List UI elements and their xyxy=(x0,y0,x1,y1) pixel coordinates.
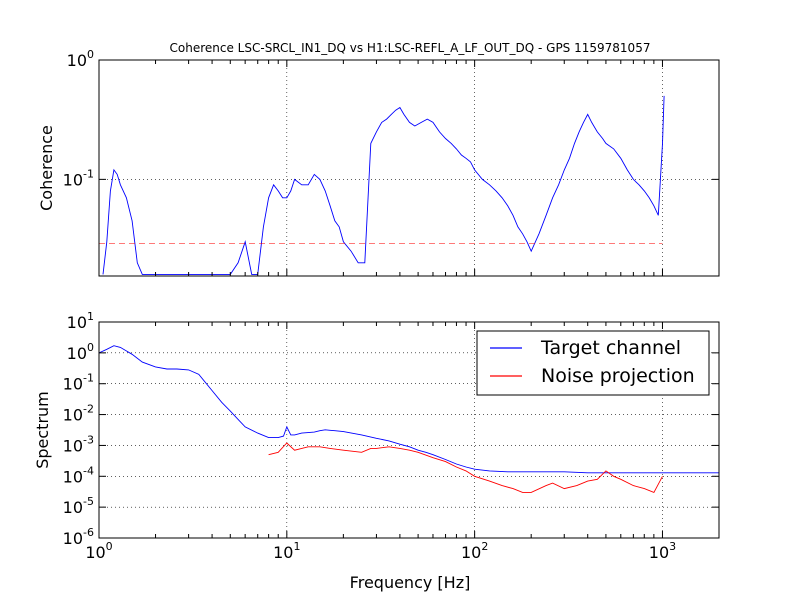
y-tick-label: 10-6 xyxy=(63,526,94,548)
x-axis-label: Frequency [Hz] xyxy=(350,573,471,592)
y-tick-label: 10-4 xyxy=(63,464,94,486)
coherence-plot: Coherence LSC-SRCL_IN1_DQ vs H1:LSC-REFL… xyxy=(37,41,720,277)
y-tick-label: 10-5 xyxy=(63,495,94,517)
x-tick-label: 100 xyxy=(85,540,112,562)
legend-label-target: Target channel xyxy=(540,337,681,359)
series-line-0 xyxy=(102,95,665,275)
series-group xyxy=(102,95,665,275)
y-tick-label: 100 xyxy=(67,341,94,363)
chart-title: Coherence LSC-SRCL_IN1_DQ vs H1:LSC-REFL… xyxy=(170,41,651,55)
gridlines xyxy=(99,60,719,276)
x-tick-label: 101 xyxy=(273,540,300,562)
y-axis-label-spectrum: Spectrum xyxy=(33,391,52,469)
x-tick-label: 102 xyxy=(461,540,488,562)
spectrum-plot: Spectrum Frequency [Hz] 100 101 102 103 10-6… xyxy=(33,310,720,592)
y-tick-label: 10-1 xyxy=(63,167,94,189)
tick-labels: 100 101 102 103 10-6 10-5 10-4 10-3 10-2 10-1 100 1… xyxy=(63,310,719,562)
plot-frame xyxy=(98,59,720,277)
legend-box xyxy=(476,330,710,396)
y-tick-label: 10-3 xyxy=(63,433,94,455)
series-line-0 xyxy=(98,345,719,474)
y-axis-label-coherence: Coherence xyxy=(37,125,56,211)
legend-label-noise: Noise projection xyxy=(541,365,695,387)
legend: Target channel Noise projection xyxy=(476,330,710,396)
y-tick-label: 10-1 xyxy=(63,372,94,394)
x-tick-label: 103 xyxy=(649,540,676,562)
y-tick-label: 100 xyxy=(67,48,94,70)
series-line-1 xyxy=(268,442,663,493)
series-group xyxy=(98,345,719,493)
tick-labels: 10-1 100 xyxy=(63,48,719,276)
plot-frame xyxy=(98,321,720,539)
y-tick-label: 101 xyxy=(67,310,94,332)
y-tick-label: 10-2 xyxy=(63,403,94,425)
